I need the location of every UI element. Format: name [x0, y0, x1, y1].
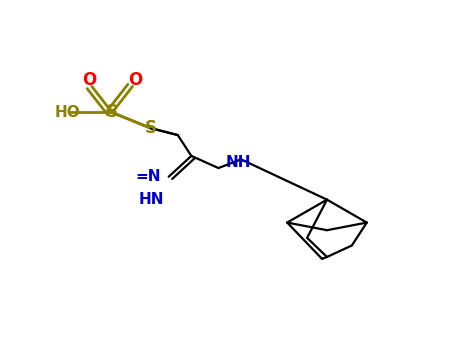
Text: HO: HO: [55, 105, 81, 120]
Text: =N: =N: [135, 169, 161, 184]
Text: S: S: [145, 119, 157, 137]
Text: O: O: [128, 71, 142, 89]
Text: S: S: [106, 104, 118, 121]
Text: O: O: [82, 71, 97, 89]
Text: NH: NH: [225, 155, 251, 170]
Text: HN: HN: [139, 192, 164, 207]
